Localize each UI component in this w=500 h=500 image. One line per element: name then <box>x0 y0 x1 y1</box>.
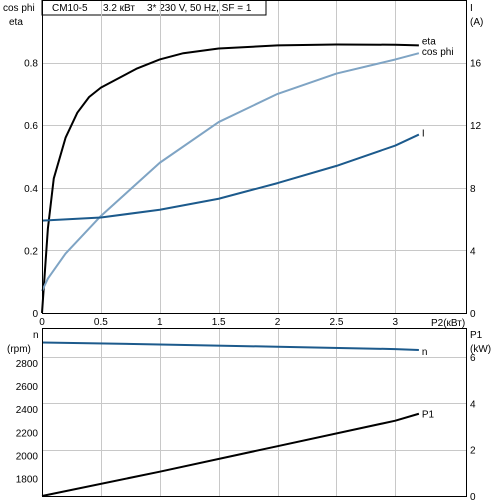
upper-series-label-eta: eta <box>422 36 436 47</box>
upper-left-axis-label-2: eta <box>9 17 23 28</box>
upper-right-tick-label: 16 <box>470 59 482 70</box>
lower-series-p1-line <box>41 412 420 497</box>
lower-left-axis-label-2: (rpm) <box>7 344 31 355</box>
frame-layer <box>42 0 467 497</box>
lower-plot-frame <box>42 328 467 497</box>
grid-layer <box>42 0 466 497</box>
upper-x-tick-label: 3 <box>393 317 399 328</box>
lower-series-label-n: n <box>422 347 428 358</box>
lower-right-tick-label: 2 <box>470 446 476 457</box>
lower-left-tick-label: 2200 <box>16 428 39 439</box>
lower-left-tick-label: 2600 <box>16 382 39 393</box>
lower-left-axis-label-1: n <box>33 330 39 341</box>
upper-left-tick-label: 0 <box>32 309 38 320</box>
upper-x-tick-label: 0 <box>39 317 45 328</box>
upper-x-tick-label: 2.5 <box>329 317 343 328</box>
lower-series-n-line <box>41 341 419 352</box>
lower-left-tick-label: 2800 <box>16 359 39 370</box>
lower-right-tick-label: 4 <box>470 399 476 410</box>
upper-left-tick-label: 0.6 <box>24 121 38 132</box>
upper-series-label-cos-phi: cos phi <box>422 47 454 58</box>
lower-left-tick-label: 1800 <box>16 475 39 486</box>
upper-left-axis-label-1: cos phi <box>3 3 35 14</box>
upper-series-cos-phi-line <box>41 52 420 292</box>
upper-left-tick-label: 0.4 <box>24 184 38 195</box>
upper-x-axis-label: P2(кВт) <box>431 318 465 329</box>
lower-right-tick-label: 0 <box>470 492 476 500</box>
upper-right-axis-label-1: I <box>470 3 473 14</box>
upper-x-tick-label: 2 <box>275 317 281 328</box>
upper-x-tick-label: 1.5 <box>212 317 226 328</box>
lower-left-tick-label: 2400 <box>16 405 39 416</box>
upper-right-tick-label: 12 <box>470 121 482 132</box>
lower-right-tick-label: 6 <box>470 353 476 364</box>
upper-right-axis-label-2: (A) <box>470 17 483 28</box>
header-box: CM10-5 3.2 кВт 3* 230 V, 50 Hz, SF = 1 <box>41 0 267 16</box>
upper-left-tick-label: 0.2 <box>24 246 38 257</box>
tick-label-layer: 0 0.5 1 1.5 2 2.5 3 0 0.2 0.4 0.6 0.8 0 4 8 12 16 1800 200… <box>16 59 482 500</box>
upper-series-label-i: I <box>422 129 425 140</box>
upper-x-tick-label: 0.5 <box>94 317 108 328</box>
lower-right-axis-label-2: (kW) <box>470 344 491 355</box>
lower-left-tick-label: 2000 <box>16 451 39 462</box>
upper-series-i-line <box>41 133 420 222</box>
series-layer <box>41 43 420 497</box>
upper-left-tick-label: 0.8 <box>24 59 38 70</box>
header-model: CM10-5 <box>52 3 88 14</box>
upper-right-tick-label: 8 <box>470 184 476 195</box>
upper-series-eta-line <box>41 43 419 314</box>
upper-right-tick-label: 4 <box>470 246 476 257</box>
header-supply: 3* 230 V, 50 Hz, SF = 1 <box>147 3 252 14</box>
upper-x-tick-label: 1 <box>157 317 163 328</box>
upper-plot-frame <box>42 0 467 314</box>
lower-series-label-p1: P1 <box>422 410 435 421</box>
header-power: 3.2 кВт <box>103 3 135 14</box>
lower-right-axis-label-1: P1 <box>470 330 483 341</box>
upper-right-tick-label: 0 <box>470 309 476 320</box>
